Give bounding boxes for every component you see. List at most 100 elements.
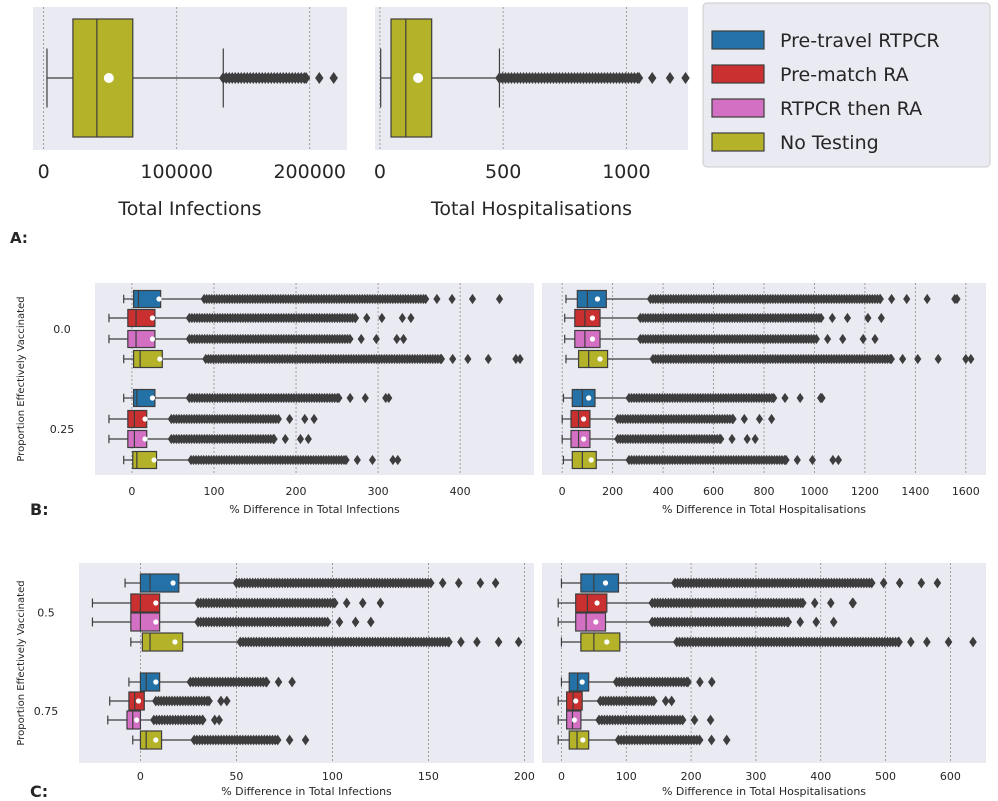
outlier-markers [648,616,838,628]
y-tick-label: 0.25 [50,423,75,436]
box-rtpcr-then-ra-0-5 [91,612,375,632]
x-tick-label: 400 [810,770,831,783]
x-tick-label: 800 [754,485,775,498]
panel-label-b: B: [30,500,49,519]
box-pre-match-ra-0-25 [561,409,776,429]
outlier-markers [612,676,716,688]
mean-marker [594,296,601,302]
iqr-box [570,429,591,449]
outlier-markers [187,454,402,466]
x-axis-label: Total Hospitalisations [430,198,632,220]
y-axis-label: Proportion Effectively Vaccinated [16,580,27,745]
x-tick-label: 0 [38,161,50,183]
box-no-testing-0-75 [557,730,731,750]
outlier-markers [636,312,885,324]
iqr-box [139,672,161,692]
mean-marker [588,457,594,463]
mean-marker [170,580,176,586]
y-axis-label: Proportion Effectively Vaccinated [16,296,27,461]
outlier-markers [614,413,776,425]
iqr-box [72,18,134,138]
x-tick-label: 1000 [800,485,828,498]
iqr-box [568,730,590,750]
legend-label: Pre-match RA [780,64,909,86]
mean-marker [149,315,156,321]
mean-marker [103,73,114,83]
x-tick-label: 100000 [140,161,213,183]
iqr-box [576,289,607,309]
x-tick-label: 500 [875,770,896,783]
outlier-markers [200,293,504,305]
outlier-markers [671,577,942,589]
iqr-box [571,388,596,408]
x-tick-label: 1200 [851,485,879,498]
iqr-box [130,612,161,632]
mean-marker [604,639,610,645]
x-axis-label: % Difference in Total Hospitalisations [662,785,866,798]
x-axis-label: % Difference in Total Infections [221,785,392,798]
mean-marker [156,296,162,302]
outlier-markers [595,714,715,726]
outlier-markers [673,636,977,648]
x-axis-label: % Difference in Total Infections [229,503,400,516]
mean-marker [153,679,159,685]
iqr-box [574,329,601,349]
plot-area [542,563,986,763]
mean-marker [602,580,609,586]
box-rtpcr-then-ra-0-0 [108,329,408,349]
chart-panel-b-left: 0 100 200 300 400 % Difference in Total Infec… [16,283,534,516]
outlier-markers [185,333,408,345]
mean-marker [581,416,587,422]
outlier-markers [219,72,338,84]
box-no-testing-0-5 [560,632,977,652]
box-pre-travel-rtpcr-0-25 [562,388,826,408]
iqr-box [141,632,184,652]
legend-swatch [711,132,765,152]
outlier-markers [646,293,961,305]
outlier-markers [495,72,690,84]
box-rtpcr-then-ra-0-25 [561,429,759,449]
mean-marker [573,698,579,704]
chart-panel-c-right: 0 100 200 300 400 500 600 % Difference in Total… [542,563,986,798]
panel-label-a: A: [10,229,28,247]
legend-swatch [711,64,765,84]
iqr-box [568,672,590,692]
x-tick-label: 100 [616,770,637,783]
x-tick-label: 0 [374,161,386,183]
iqr-box [571,450,597,470]
iqr-box [575,612,607,632]
box-pre-travel-rtpcr-0-25 [123,388,393,408]
box-pre-travel-rtpcr-0-75 [128,672,296,692]
iqr-box [580,573,620,593]
legend-item-rtpcr-then-ra: RTPCR then RA [711,98,922,120]
mean-marker [580,737,586,743]
mean-marker [589,315,596,321]
outlier-markers [202,353,524,365]
box-rtpcr-then-ra-0-5 [557,612,838,632]
outlier-markers [232,577,500,589]
mean-marker [589,336,596,342]
plot-area [95,283,534,475]
box-pre-match-ra-0-25 [108,409,318,429]
mean-marker [153,619,159,625]
legend-frame [702,2,991,168]
mean-marker [149,395,156,401]
x-tick-label: 200 [514,770,535,783]
legend-item-pre-travel-rtpcr: Pre-travel RTPCR [711,30,940,52]
outlier-markers [194,597,385,609]
iqr-box [390,18,433,138]
legend-swatch [711,30,765,50]
chart-panel-c-left: 0 50 100 150 200 % Difference in Total Infect… [16,563,535,798]
box-pre-match-ra-0-5 [91,593,385,613]
x-tick-label: 0 [559,485,566,498]
outlier-markers [185,392,393,404]
legend-item-no-testing: No Testing [711,132,879,154]
outlier-markers [649,353,975,365]
iqr-box [130,593,161,613]
mean-marker [142,436,148,442]
y-tick-label: 0.5 [37,607,55,620]
x-tick-label: 0 [558,770,565,783]
box-pre-travel-rtpcr-0-0 [123,289,504,309]
